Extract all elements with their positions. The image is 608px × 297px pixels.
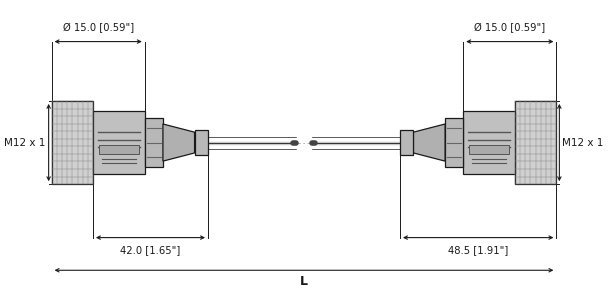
Text: 42.0 [1.65"]: 42.0 [1.65"] (120, 245, 181, 255)
Bar (469, 145, 509, 154)
Bar (400, 130, 413, 155)
Text: Ø 15.0 [0.59"]: Ø 15.0 [0.59"] (63, 23, 134, 33)
Bar (445, 118, 463, 167)
Bar (515, 101, 556, 184)
Polygon shape (413, 124, 445, 161)
Bar (463, 111, 515, 175)
Polygon shape (163, 124, 195, 161)
Text: 48.5 [1.91"]: 48.5 [1.91"] (448, 245, 508, 255)
Bar (145, 118, 163, 167)
Text: M12 x 1: M12 x 1 (562, 138, 604, 148)
Text: L: L (300, 275, 308, 288)
Text: Ø 15.0 [0.59"]: Ø 15.0 [0.59"] (474, 23, 545, 33)
Bar (52, 101, 93, 184)
Bar (93, 111, 145, 175)
Bar (195, 130, 208, 155)
Bar (99, 145, 139, 154)
Text: M12 x 1: M12 x 1 (4, 138, 46, 148)
